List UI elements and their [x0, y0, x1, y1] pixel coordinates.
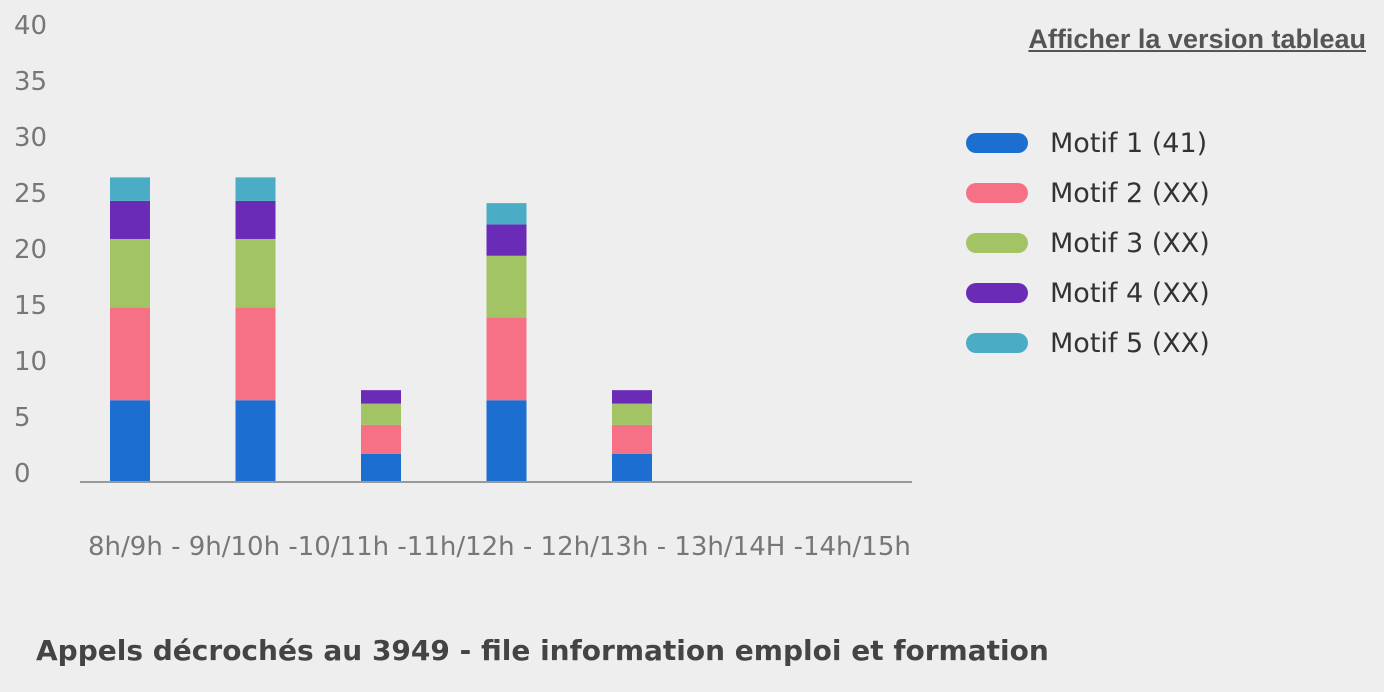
- chart-plot: [80, 177, 912, 483]
- bar-segment[interactable]: [486, 400, 527, 482]
- bar-segment[interactable]: [110, 307, 150, 401]
- bar-segment[interactable]: [235, 238, 276, 308]
- bar-segment[interactable]: [612, 403, 652, 425]
- y-tick-label: 10: [14, 347, 48, 377]
- bar-segment[interactable]: [612, 390, 652, 404]
- legend-item[interactable]: Motif 3 (XX): [966, 218, 1210, 268]
- bar-segment[interactable]: [486, 203, 527, 225]
- bar-segment[interactable]: [361, 454, 401, 482]
- legend-label: Motif 5 (XX): [1050, 327, 1210, 359]
- legend-item[interactable]: Motif 2 (XX): [966, 168, 1210, 218]
- bar-segment[interactable]: [612, 454, 652, 482]
- y-tick-label: 30: [14, 123, 48, 153]
- bar-segment[interactable]: [110, 200, 150, 239]
- y-tick-label: 0: [14, 459, 31, 489]
- legend-label: Motif 3 (XX): [1050, 227, 1210, 259]
- y-tick-label: 20: [14, 235, 48, 265]
- legend-item[interactable]: Motif 4 (XX): [966, 268, 1210, 318]
- bar-segment[interactable]: [110, 177, 150, 201]
- bar-segment[interactable]: [486, 317, 527, 401]
- bar-segment[interactable]: [612, 424, 652, 454]
- bar-segment[interactable]: [361, 403, 401, 425]
- bar-segment[interactable]: [110, 400, 150, 482]
- bar-segment[interactable]: [235, 177, 276, 201]
- legend-swatch: [966, 283, 1028, 303]
- chart-area: 0 5 10 15 20 25 30 35 40 8h/9h - 9h/10h -10/11h …: [14, 11, 912, 562]
- y-tick-label: 25: [14, 179, 48, 209]
- x-axis-labels: 8h/9h - 9h/10h -10/11h -11h/12h - 12h/13…: [88, 532, 911, 562]
- legend-swatch: [966, 133, 1028, 153]
- legend-swatch: [966, 233, 1028, 253]
- y-tick-label: 35: [14, 67, 48, 97]
- legend-label: Motif 4 (XX): [1050, 277, 1210, 309]
- legend-item[interactable]: Motif 1 (41): [966, 118, 1210, 168]
- chart-caption: Appels décrochés au 3949 - file informat…: [36, 634, 1049, 667]
- legend-swatch: [966, 183, 1028, 203]
- chart-legend: Motif 1 (41) Motif 2 (XX) Motif 3 (XX) Moti…: [966, 118, 1210, 368]
- y-tick-label: 5: [14, 403, 31, 433]
- bar-segment[interactable]: [110, 238, 150, 308]
- bar-segment[interactable]: [235, 400, 276, 482]
- bar-segment[interactable]: [486, 255, 527, 318]
- bar-segment[interactable]: [361, 424, 401, 454]
- legend-item[interactable]: Motif 5 (XX): [966, 318, 1210, 368]
- y-tick-label: 40: [14, 11, 48, 41]
- legend-swatch: [966, 333, 1028, 353]
- bar-segment[interactable]: [235, 200, 276, 239]
- table-version-link[interactable]: Afficher la version tableau: [1028, 24, 1366, 54]
- y-tick-label: 15: [14, 291, 48, 321]
- legend-label: Motif 1 (41): [1050, 127, 1208, 159]
- bar-segment[interactable]: [361, 390, 401, 404]
- legend-label: Motif 2 (XX): [1050, 177, 1210, 209]
- bar-segment[interactable]: [235, 307, 276, 401]
- bar-segment[interactable]: [486, 224, 527, 256]
